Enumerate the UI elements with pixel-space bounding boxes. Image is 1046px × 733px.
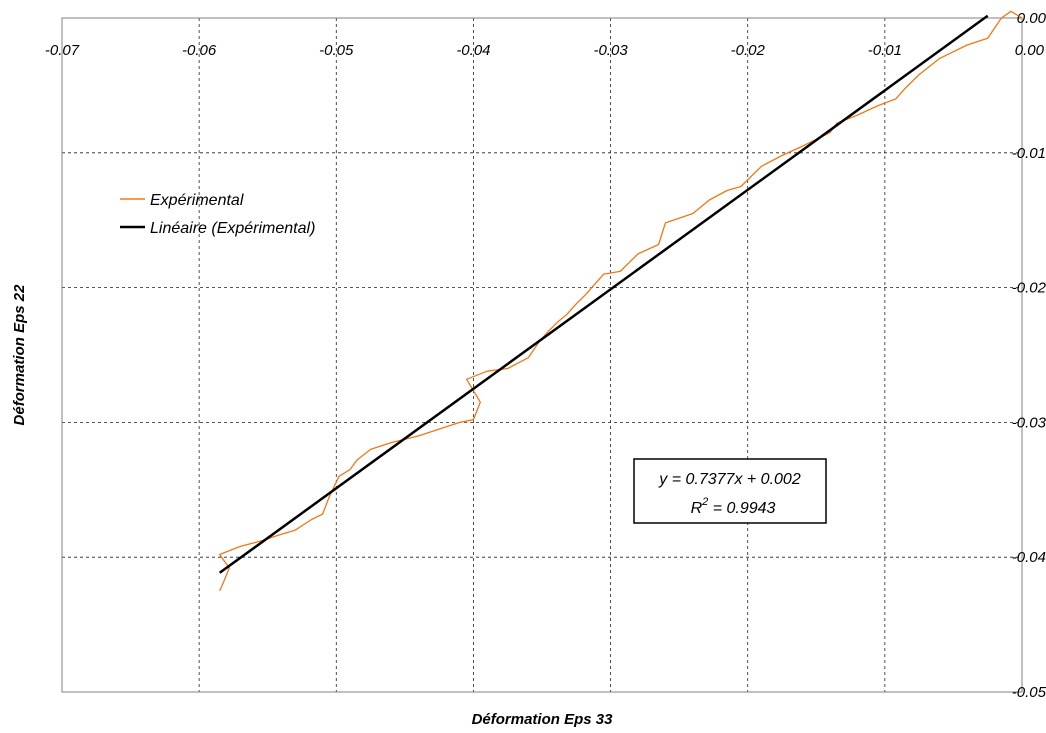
plot-area-border (61, 17, 1023, 693)
r-squared-value: = 0.9943 (708, 500, 775, 517)
trendline-equation: y = 0.7377x + 0.002 (658, 471, 801, 488)
r-squared-prefix: R (691, 500, 703, 517)
y-tick-label: -0.03 (1012, 414, 1046, 431)
trendline-equation-box: y = 0.7377x + 0.002 R2 = 0.9943 (633, 458, 827, 524)
r-squared-superscript: 2 (701, 496, 708, 508)
series-line-experimental (219, 10, 1023, 592)
y-tick-label: -0.05 (1012, 684, 1046, 701)
r-squared: R2 = 0.9943 (691, 496, 776, 517)
x-tick-label: -0.05 (319, 42, 354, 59)
legend-label-experimental: Expérimental (150, 192, 244, 209)
legend-label-linear: Linéaire (Expérimental) (150, 220, 315, 237)
grid-lines (62, 18, 1022, 692)
x-tick-label: 0.00 (1015, 42, 1045, 59)
y-tick-label: 0.00 (1017, 10, 1046, 27)
x-tick-labels: -0.07 -0.06 -0.05 -0.04 -0.03 -0.02 -0.01 0.00 (45, 42, 1045, 59)
x-axis-title: Déformation Eps 33 (472, 711, 614, 728)
y-axis-title: Déformation Eps 22 (11, 284, 28, 426)
series-layer (218, 10, 1023, 592)
x-tick-label: -0.07 (45, 42, 80, 59)
y-tick-label: -0.01 (1012, 145, 1046, 162)
x-tick-label: -0.03 (593, 42, 628, 59)
equation-box-border (633, 458, 827, 524)
x-tick-label: -0.02 (731, 42, 766, 59)
legend: Expérimental Linéaire (Expérimental) (120, 192, 315, 237)
y-tick-label: -0.04 (1012, 549, 1046, 566)
y-tick-labels: 0.00 -0.01 -0.02 -0.03 -0.04 -0.05 (1012, 10, 1046, 701)
x-tick-label: -0.01 (868, 42, 902, 59)
series-line-linear-fit (218, 14, 989, 574)
x-tick-label: -0.04 (456, 42, 490, 59)
y-tick-label: -0.02 (1012, 280, 1046, 297)
x-tick-label: -0.06 (182, 42, 217, 59)
